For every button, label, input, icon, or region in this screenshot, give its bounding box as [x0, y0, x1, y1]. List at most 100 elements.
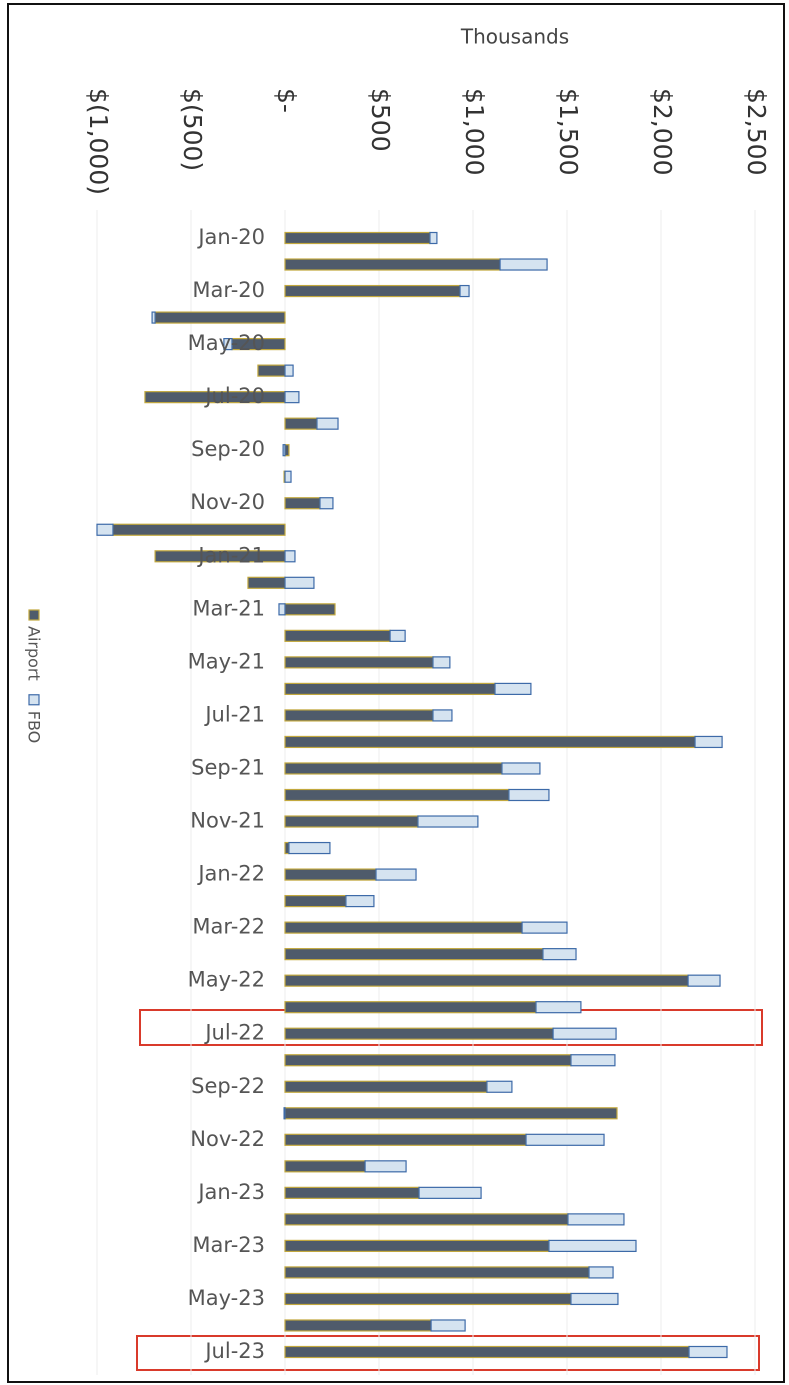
y-tick-label: Jul-23 — [203, 1339, 265, 1363]
bar — [284, 709, 434, 722]
bar — [284, 1319, 432, 1332]
y-tick-label: Jan-23 — [196, 1180, 265, 1204]
y-tick-label: Sep-22 — [191, 1074, 265, 1098]
bar — [521, 921, 568, 934]
bar — [588, 1266, 614, 1279]
bar — [364, 1160, 407, 1173]
bar — [284, 258, 501, 271]
bar — [112, 523, 286, 536]
bar — [284, 948, 544, 961]
bars — [96, 231, 728, 1359]
bar — [284, 470, 292, 483]
bar — [552, 1027, 617, 1040]
bar — [278, 603, 286, 616]
bar — [284, 1027, 554, 1040]
bar — [284, 788, 510, 802]
bar — [284, 1054, 572, 1067]
bar — [284, 1160, 366, 1173]
x-tick-label: $(1,000) — [84, 88, 113, 195]
bar — [284, 815, 419, 828]
bar — [284, 1107, 618, 1120]
y-tick-label: May-20 — [188, 331, 265, 355]
bar — [284, 682, 496, 696]
bar — [567, 1213, 625, 1226]
legend: Airport FBO — [25, 609, 44, 744]
bar — [284, 1001, 537, 1014]
bar — [151, 311, 156, 324]
bar — [319, 497, 334, 510]
bar — [694, 735, 723, 749]
bar — [284, 1266, 590, 1279]
bar — [284, 894, 347, 908]
highlight-box — [136, 1335, 760, 1371]
y-tick-label: Jul-22 — [203, 1021, 265, 1045]
y-tick-label: Sep-20 — [191, 437, 265, 461]
bar — [535, 1001, 582, 1014]
bar — [459, 284, 470, 298]
axis-title: Thousands — [460, 25, 569, 49]
legend-marker — [28, 609, 40, 621]
bar — [284, 550, 296, 563]
y-tick-label: May-21 — [188, 649, 265, 673]
bar — [430, 1319, 466, 1332]
bar — [570, 1292, 619, 1306]
y-tick-label: May-23 — [188, 1286, 265, 1310]
bar — [284, 497, 321, 510]
bar — [345, 894, 375, 908]
x-tick-label: $(500) — [178, 88, 207, 171]
bar — [284, 417, 318, 430]
frame — [7, 3, 785, 1383]
bar — [96, 523, 114, 536]
bar — [284, 231, 431, 245]
bar — [375, 868, 417, 881]
x-tick-label: $2,500 — [742, 88, 771, 175]
bar — [688, 1345, 728, 1359]
bar — [284, 762, 503, 775]
bar — [570, 1054, 616, 1067]
bar — [432, 709, 453, 722]
bar — [432, 656, 451, 669]
y-tick-label: Sep-21 — [191, 755, 265, 779]
y-tick-label: Jan-20 — [196, 225, 265, 249]
y-tick-label: Nov-21 — [190, 809, 265, 833]
bar — [548, 1239, 637, 1253]
bar — [284, 603, 336, 616]
bar — [282, 444, 286, 457]
legend-marker — [28, 694, 40, 706]
y-tick-label: Jan-21 — [196, 543, 265, 567]
bar — [508, 788, 550, 802]
legend-label: FBO — [25, 711, 44, 744]
bar — [486, 1080, 513, 1093]
x-tick-label: $2,000 — [648, 88, 677, 175]
x-tick-label: $- — [272, 88, 301, 113]
bar — [223, 337, 233, 351]
y-tick-label: Nov-20 — [190, 490, 265, 514]
bar — [284, 1133, 527, 1146]
bar — [389, 629, 406, 642]
y-tick-label: Jan-22 — [196, 862, 265, 886]
bar — [284, 1213, 569, 1226]
bar — [284, 1080, 488, 1093]
bar — [284, 656, 434, 669]
y-tick-label: Mar-23 — [192, 1233, 265, 1257]
bar — [257, 364, 286, 377]
y-tick-label: May-22 — [188, 968, 265, 992]
bar — [284, 391, 300, 404]
y-tick-label: Mar-20 — [192, 278, 265, 302]
bar — [284, 364, 294, 377]
bar — [284, 1186, 420, 1199]
legend-label: Airport — [25, 626, 44, 681]
x-tick-label: $1,500 — [554, 88, 583, 175]
bar — [154, 311, 286, 324]
bar — [429, 231, 438, 245]
bar — [284, 576, 315, 589]
bar — [284, 1345, 690, 1359]
x-tick-label: $500 — [366, 88, 395, 152]
bar — [284, 1292, 572, 1306]
y-tick-label: Nov-22 — [190, 1127, 265, 1151]
bar — [283, 1107, 286, 1120]
bar — [247, 576, 286, 589]
y-tick-label: Mar-21 — [192, 596, 265, 620]
bar — [284, 735, 696, 749]
